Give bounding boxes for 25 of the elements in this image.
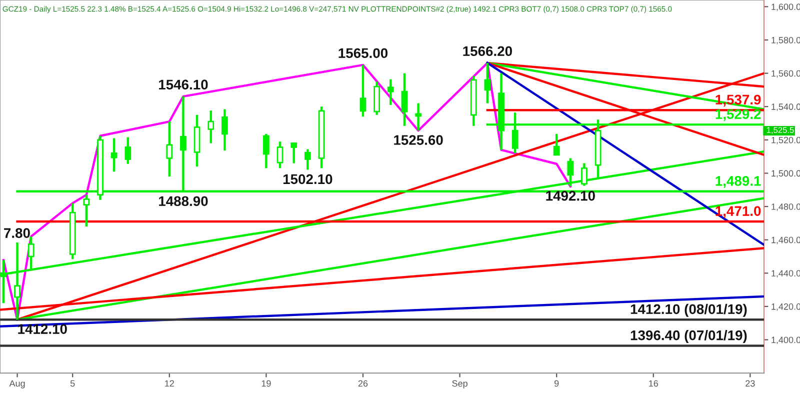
annotation: 1565.00 — [338, 48, 388, 58]
annotation: 1,537.9 — [716, 94, 761, 107]
annotation: 1546.10 — [158, 80, 208, 90]
x-tick-label: 9 — [554, 380, 559, 387]
x-tick-label: 5 — [70, 380, 75, 387]
annotation: 1488.90 — [158, 196, 208, 206]
x-tick-label: Sep — [452, 380, 468, 388]
annotation: 1396.40 (07/01/19) — [630, 330, 747, 343]
x-tick-label: 26 — [358, 380, 368, 387]
x-tick-label: 19 — [262, 380, 271, 387]
x-tick-label: 23 — [746, 380, 755, 387]
annotation: 1566.20 — [463, 46, 512, 56]
x-tick-label: 16 — [649, 380, 658, 387]
annotation: 1412.10 — [18, 324, 67, 334]
annotation: 1,489.1 — [716, 176, 761, 188]
annotation: 1525.60 — [394, 135, 443, 145]
annotation: 1412.10 (08/01/19) — [630, 304, 747, 317]
annotation: 1,471.0 — [716, 206, 761, 218]
annotation: 1502.10 — [283, 174, 332, 184]
x-tick-label: 12 — [165, 380, 174, 387]
annotation: 1492.10 — [546, 190, 595, 201]
x-tick-label: Aug — [9, 380, 25, 388]
annotation: 1,529.2 — [716, 109, 761, 122]
text: 1,525.5 — [766, 127, 794, 134]
annotation: 7.80 — [4, 228, 30, 238]
